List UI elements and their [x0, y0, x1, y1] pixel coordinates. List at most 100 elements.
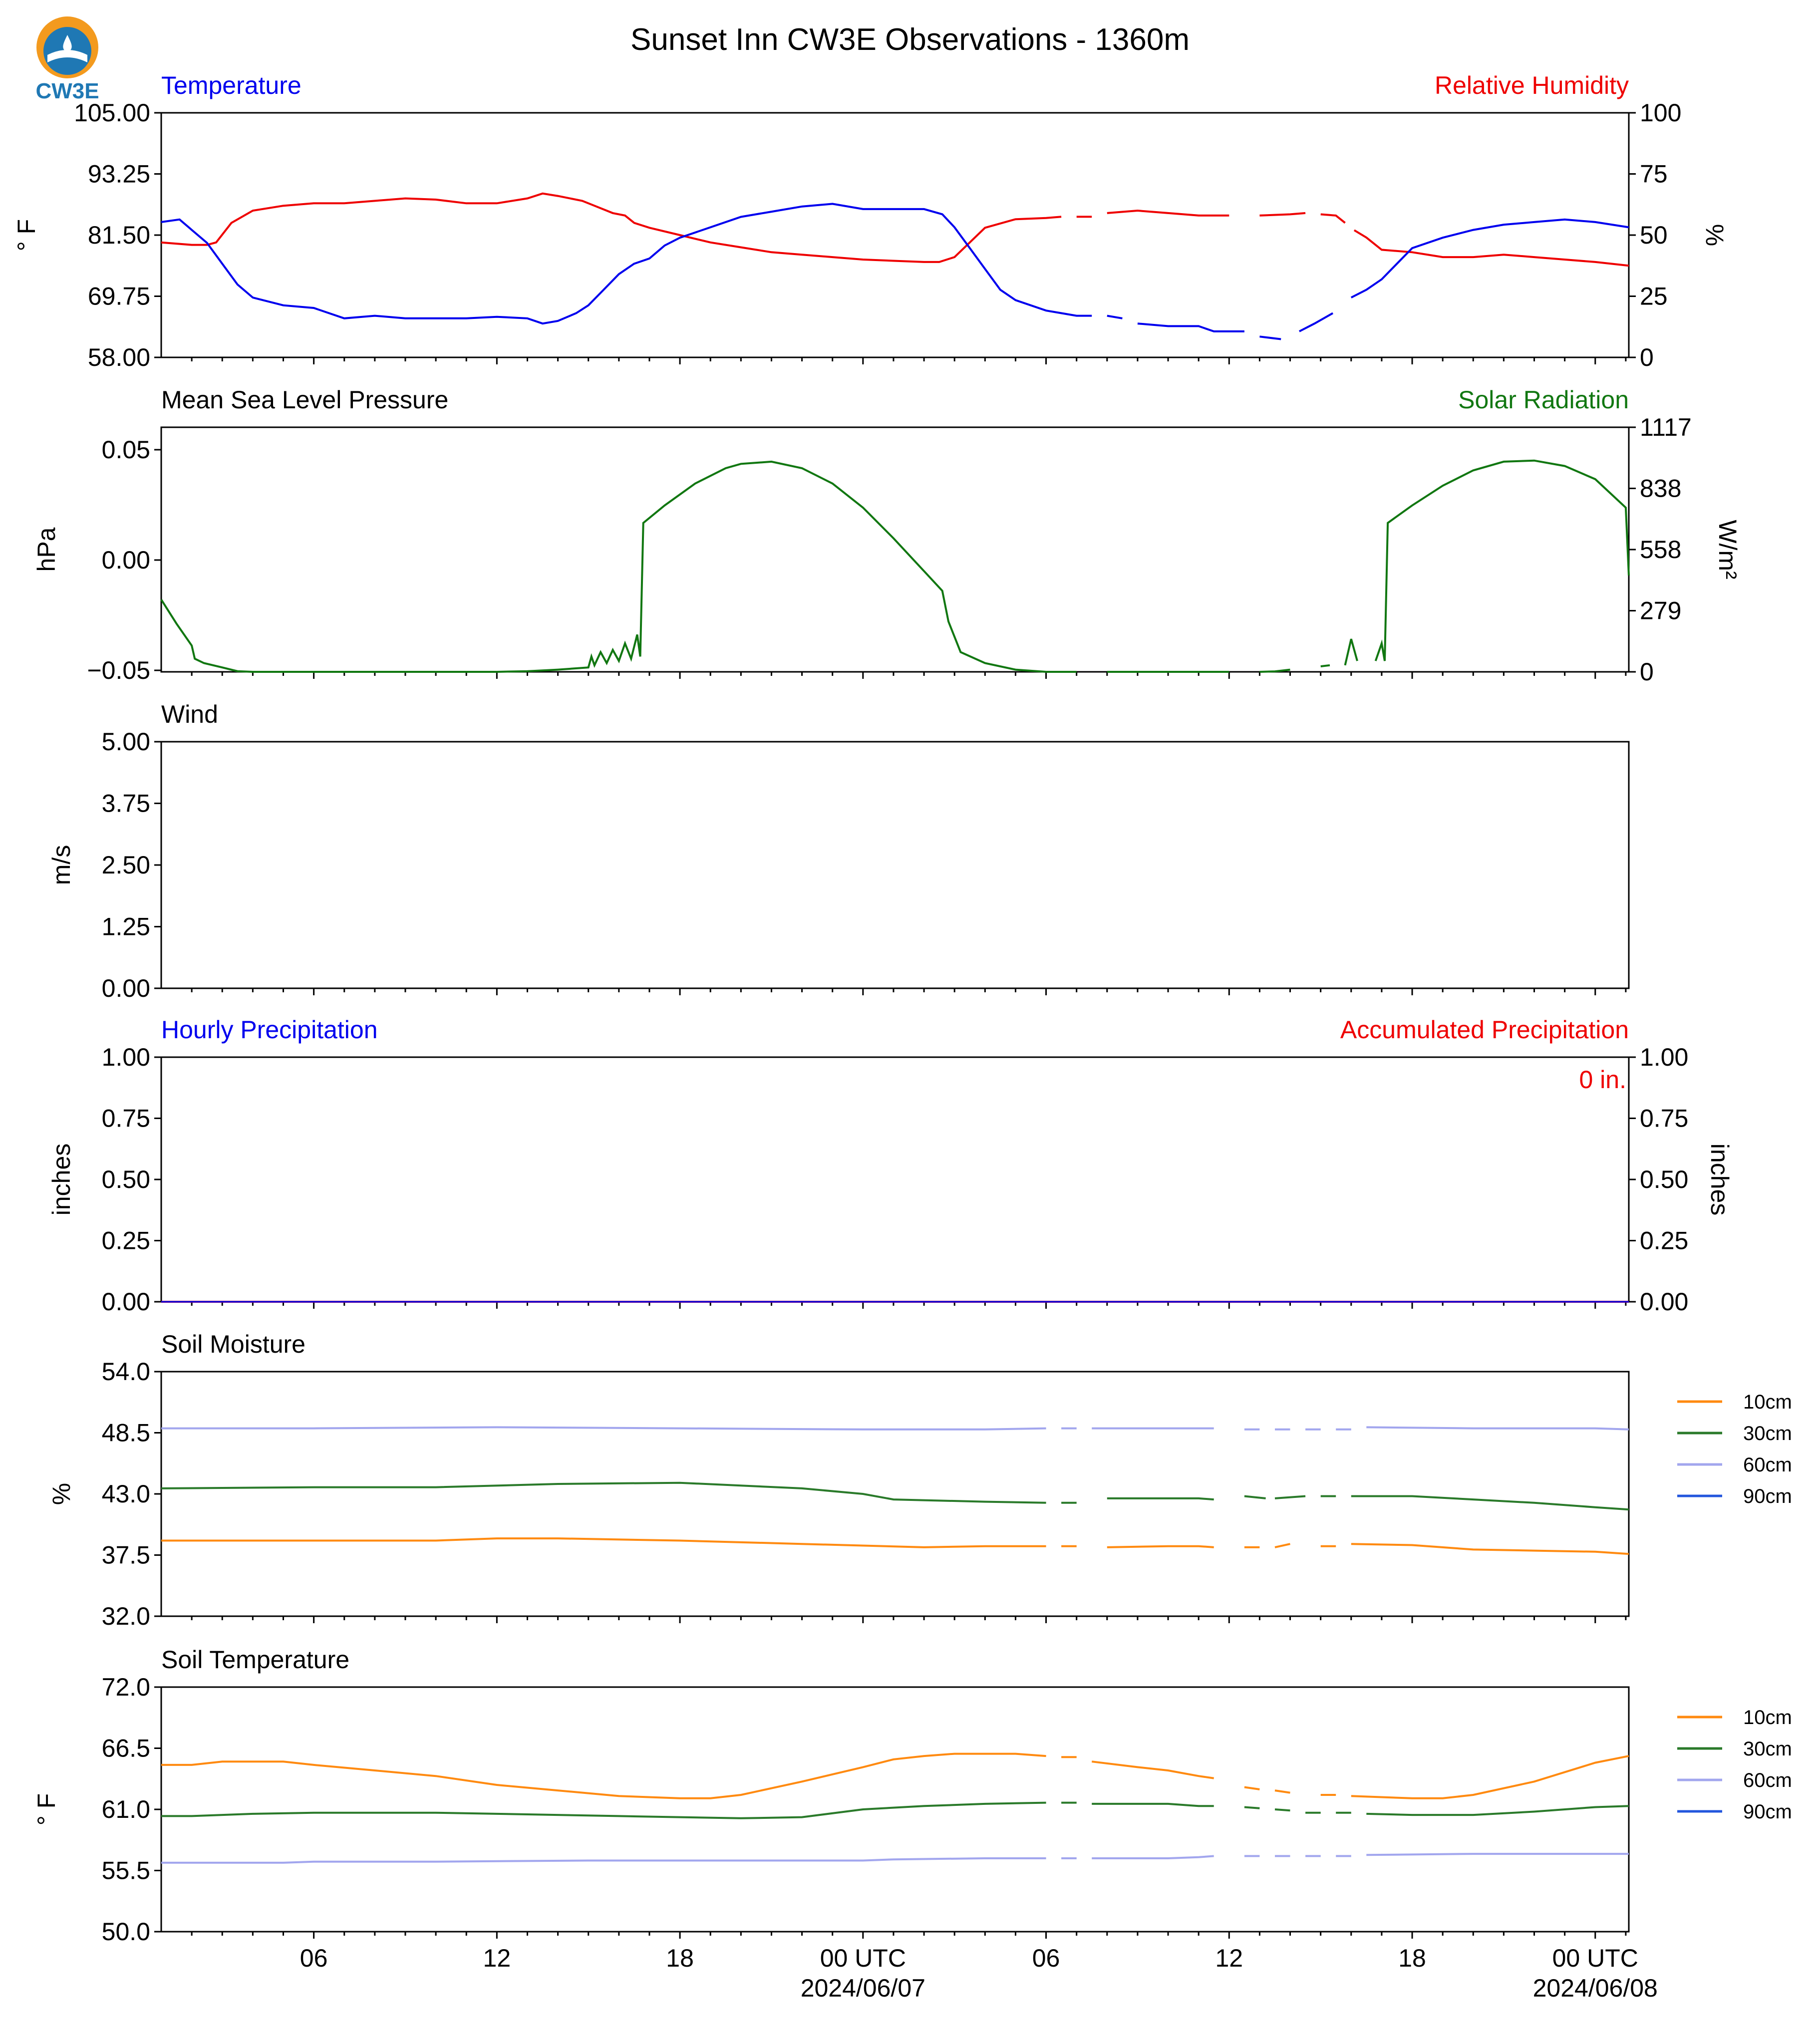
panel-pressure-solar: Mean Sea Level Pressure Solar Radiation …	[32, 386, 1742, 686]
time-tick-label: 00 UTC	[820, 1944, 906, 1972]
series-60cm-line	[161, 1426, 1629, 1431]
precip-marks: 0.00 0.25 0.50 0.75 1.00 0.00 0.25 0.50 0.75 1.00	[102, 1043, 1689, 1316]
rh-tick-label: 50	[1640, 221, 1668, 249]
accum-ylabel: inches	[1706, 1144, 1734, 1216]
soil-moisture-tick-label: 43.0	[102, 1480, 150, 1508]
soil-temp-title: Soil Temperature	[161, 1646, 349, 1674]
pressure-title: Mean Sea Level Pressure	[161, 386, 448, 414]
temp-tick-label: 105.00	[74, 99, 150, 127]
legend-label-10cm: 10cm	[1743, 1391, 1792, 1413]
rh-line	[161, 192, 1629, 267]
rh-tick-label: 100	[1640, 99, 1681, 127]
pressure-tick-label: 0.05	[102, 436, 150, 464]
soil-temp-legend: 10cm 30cm 60cm 90cm	[1677, 1707, 1792, 1823]
rh-tick-label: 75	[1640, 160, 1668, 188]
temperature-title: Temperature	[161, 71, 302, 99]
pressure-solar-frame	[160, 426, 1630, 673]
rh-title: Relative Humidity	[1435, 71, 1629, 99]
series-30cm-line	[161, 1801, 1629, 1819]
temp-tick-label: 69.75	[88, 283, 150, 310]
soil-temp-ylabel: ° F	[32, 1793, 60, 1825]
soil-temp-tick-label: 61.0	[102, 1795, 150, 1823]
chart-title: Sunset Inn CW3E Observations - 1360m	[630, 22, 1190, 57]
panel-soil-temp: Soil Temperature ° F 50.0 55.5 61.0 66.5 72.…	[32, 1646, 1792, 2002]
solar-title: Solar Radiation	[1458, 386, 1629, 414]
legend-label-90cm: 90cm	[1743, 1485, 1792, 1507]
soil-temp-frame	[160, 1686, 1630, 1933]
soil-moisture-tick-label: 32.0	[102, 1602, 150, 1630]
temp-rh-frame	[160, 112, 1630, 358]
soil-moisture-title: Soil Moisture	[161, 1330, 305, 1358]
temp-rh-marks: 58.00 69.75 81.50 93.25 105.00 0 25 50 75 100	[74, 99, 1681, 371]
pressure-solar-marks: −0.05 0.00 0.05 0 279 558 838 1117	[87, 413, 1691, 686]
precip-tick-label: 1.00	[102, 1043, 150, 1071]
temperature-line	[161, 203, 1629, 340]
wind-tick-label: 1.25	[102, 913, 150, 941]
soil-temp-tick-label: 72.0	[102, 1673, 150, 1701]
precip-tick-label: 0.00	[102, 1288, 150, 1316]
precip-frame	[160, 1056, 1630, 1303]
pressure-ylabel: hPa	[32, 527, 60, 572]
solar-tick-label: 838	[1640, 475, 1681, 503]
temp-tick-label: 93.25	[88, 160, 150, 188]
wind-tick-label: 0.00	[102, 974, 150, 1002]
precip-ylabel: inches	[47, 1144, 75, 1216]
legend-label-90cm: 90cm	[1743, 1801, 1792, 1823]
accum-tick-label: 0.50	[1640, 1165, 1688, 1193]
time-tick-label: 12	[1215, 1944, 1243, 1972]
soil-moisture-legend: 10cm 30cm 60cm 90cm	[1677, 1391, 1792, 1507]
precip-tick-label: 0.75	[102, 1105, 150, 1133]
temp-ylabel: ° F	[12, 219, 40, 251]
wind-tick-label: 3.75	[102, 790, 150, 818]
accum-tick-label: 0.00	[1640, 1288, 1688, 1316]
series-60cm-line	[161, 1853, 1629, 1864]
soil-moisture-frame	[160, 1371, 1630, 1617]
panel-soil-moisture: Soil Moisture % 32.0 37.5 43.0 48.5 54.0 10c…	[47, 1330, 1792, 1630]
rh-tick-label: 0	[1640, 343, 1654, 371]
temp-tick-label: 81.50	[88, 221, 150, 249]
date-label: 2024/06/08	[1533, 1974, 1658, 2002]
soil-moisture-tick-label: 48.5	[102, 1419, 150, 1447]
accum-tick-label: 0.25	[1640, 1227, 1688, 1255]
wind-tick-label: 5.00	[102, 728, 150, 756]
legend-label-10cm: 10cm	[1743, 1707, 1792, 1729]
panel-wind: Wind m/s 0.00 1.25 2.50 3.75 5.00	[47, 700, 1630, 1002]
time-tick-label: 18	[1398, 1944, 1426, 1972]
wind-tick-label: 2.50	[102, 851, 150, 879]
soil-temp-marks: 50.0 55.5 61.0 66.5 72.0	[102, 1673, 1629, 1946]
series-10cm-line	[161, 1537, 1629, 1555]
legend-label-30cm: 30cm	[1743, 1423, 1792, 1445]
soil-temp-tick-label: 55.5	[102, 1857, 150, 1885]
rh-tick-label: 25	[1640, 283, 1668, 310]
solar-tick-label: 1117	[1640, 413, 1692, 441]
soil-moisture-ylabel: %	[47, 1483, 75, 1505]
legend-label-60cm: 60cm	[1743, 1454, 1792, 1476]
legend-label-60cm: 60cm	[1743, 1769, 1792, 1791]
accum-precip-title: Accumulated Precipitation	[1340, 1016, 1629, 1044]
logo-drop-icon	[63, 35, 72, 52]
panel-precip: Hourly Precipitation Accumulated Precipi…	[47, 1016, 1734, 1316]
pressure-tick-label: 0.00	[102, 546, 150, 574]
precip-tick-label: 0.25	[102, 1227, 150, 1255]
solar-tick-label: 0	[1640, 658, 1654, 686]
hourly-precip-title: Hourly Precipitation	[161, 1016, 378, 1044]
wind-ylabel: m/s	[47, 845, 75, 885]
accum-total-label: 0 in.	[1579, 1066, 1626, 1094]
cw3e-logo: CW3E	[35, 16, 99, 103]
series-30cm-line	[161, 1481, 1629, 1511]
time-tick-label: 06	[300, 1944, 328, 1972]
solar-tick-label: 558	[1640, 536, 1681, 564]
solar-ylabel: W/m²	[1714, 520, 1742, 579]
soil-moisture-tick-label: 54.0	[102, 1358, 150, 1386]
accum-tick-label: 1.00	[1640, 1043, 1688, 1071]
soil-moisture-tick-label: 37.5	[102, 1541, 150, 1569]
soil-temp-tick-label: 50.0	[102, 1918, 150, 1946]
wind-frame	[160, 741, 1630, 989]
precip-tick-label: 0.50	[102, 1165, 150, 1193]
panel-temp-rh: Temperature Relative Humidity ° F % 58.0…	[12, 71, 1729, 371]
legend-label-30cm: 30cm	[1743, 1738, 1792, 1760]
soil-moisture-marks: 32.0 37.5 43.0 48.5 54.0	[102, 1358, 1629, 1630]
solar-tick-label: 279	[1640, 597, 1681, 625]
series-10cm-line	[161, 1752, 1629, 1799]
